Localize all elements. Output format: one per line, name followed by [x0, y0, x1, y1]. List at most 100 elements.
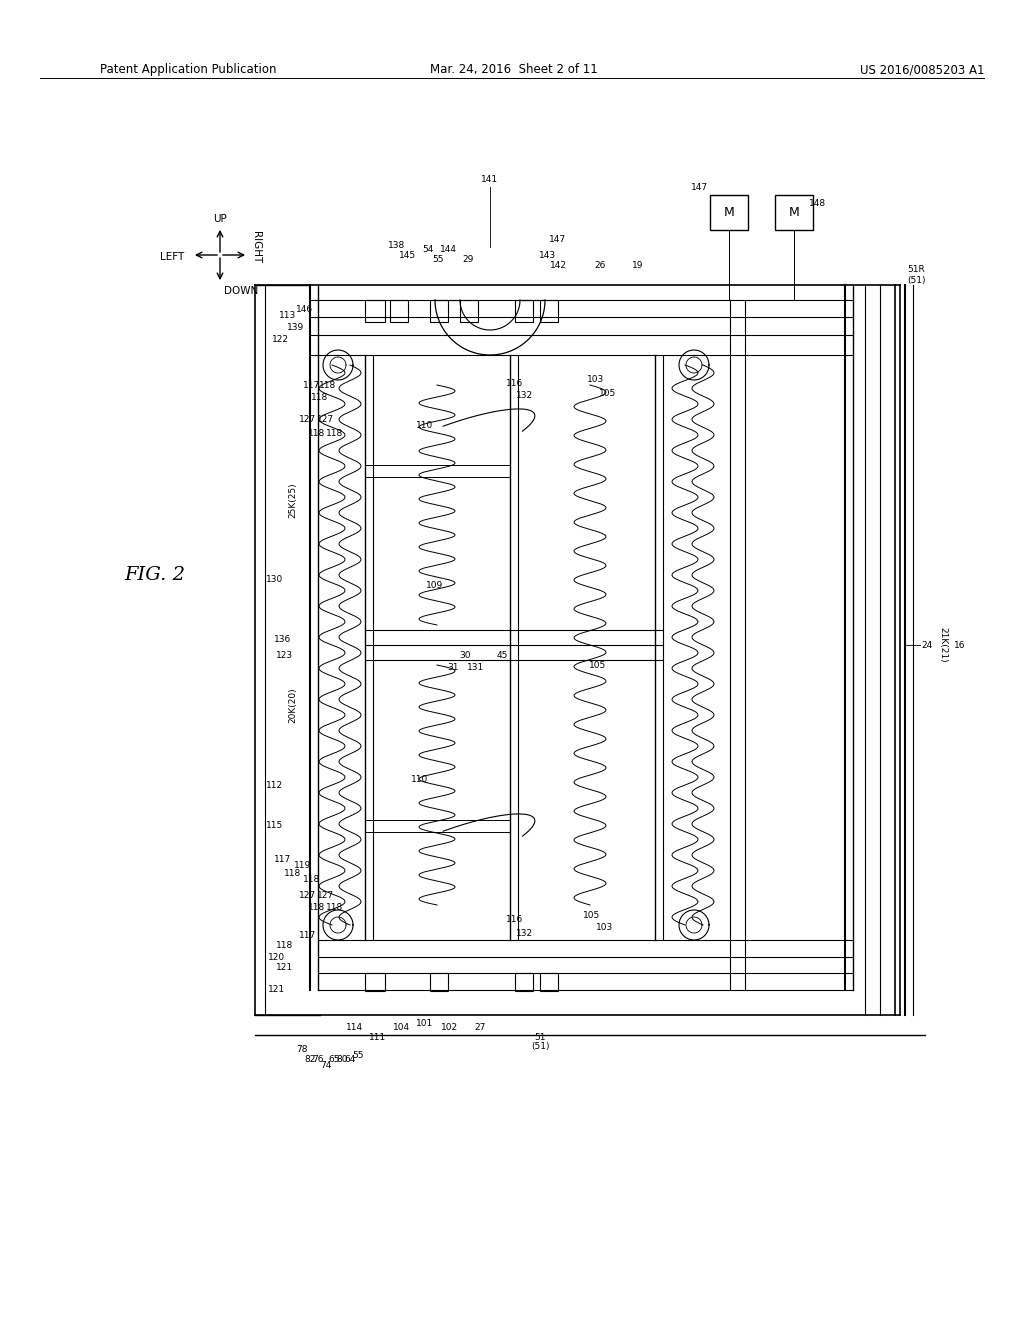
Text: 136: 136	[274, 635, 292, 644]
Text: 118: 118	[311, 392, 329, 401]
Text: 55: 55	[352, 1051, 364, 1060]
Bar	[540, 973, 558, 991]
Text: 147: 147	[550, 235, 566, 244]
Text: 139: 139	[288, 322, 304, 331]
Text: 118: 118	[308, 903, 326, 912]
Text: 104: 104	[393, 1023, 411, 1031]
Text: 117: 117	[303, 380, 321, 389]
Text: 147: 147	[691, 182, 709, 191]
Text: 116: 116	[507, 916, 523, 924]
Text: 105: 105	[599, 388, 616, 397]
Text: 25K(25): 25K(25)	[289, 482, 298, 517]
Text: 122: 122	[271, 335, 289, 345]
Text: 64: 64	[344, 1056, 355, 1064]
Text: 142: 142	[550, 260, 566, 269]
Text: 30: 30	[459, 651, 471, 660]
Bar	[430, 973, 449, 991]
Text: 111: 111	[370, 1032, 387, 1041]
Text: (51): (51)	[530, 1043, 549, 1052]
Text: 105: 105	[584, 911, 601, 920]
Text: FIG. 2: FIG. 2	[125, 566, 185, 583]
Text: 127: 127	[299, 891, 316, 899]
Text: 105: 105	[590, 660, 606, 669]
Text: 143: 143	[540, 251, 557, 260]
Text: LEFT: LEFT	[160, 252, 184, 261]
Bar	[430, 300, 449, 322]
Text: 146: 146	[296, 305, 313, 314]
Text: 103: 103	[596, 923, 613, 932]
Text: US 2016/0085203 A1: US 2016/0085203 A1	[859, 63, 984, 77]
Bar	[540, 300, 558, 322]
Text: 132: 132	[516, 391, 534, 400]
Text: 80: 80	[336, 1056, 348, 1064]
Text: RIGHT: RIGHT	[251, 231, 261, 263]
Text: 101: 101	[417, 1019, 433, 1027]
Text: 54: 54	[422, 246, 434, 255]
Text: 117: 117	[274, 855, 292, 865]
Text: M: M	[724, 206, 734, 219]
Text: 20K(20): 20K(20)	[289, 688, 298, 723]
Bar	[515, 300, 534, 322]
Text: 51R: 51R	[907, 265, 925, 275]
Bar	[365, 973, 385, 991]
Text: Patent Application Publication: Patent Application Publication	[100, 63, 276, 77]
Text: 118: 118	[327, 429, 344, 437]
Text: 119: 119	[294, 861, 311, 870]
Text: 103: 103	[588, 375, 604, 384]
Text: 118: 118	[276, 940, 294, 949]
Text: 141: 141	[481, 176, 499, 185]
Text: 127: 127	[317, 891, 335, 899]
Text: 118: 118	[319, 380, 337, 389]
Bar	[515, 973, 534, 991]
Text: 118: 118	[303, 875, 321, 884]
Text: (51): (51)	[907, 276, 926, 285]
Text: 31: 31	[447, 663, 459, 672]
Text: 110: 110	[412, 776, 429, 784]
Text: 130: 130	[266, 576, 284, 585]
Text: M: M	[788, 206, 800, 219]
Text: 148: 148	[809, 198, 826, 207]
Text: 102: 102	[441, 1023, 459, 1031]
Text: 78: 78	[296, 1045, 308, 1055]
Text: 131: 131	[467, 663, 484, 672]
Text: 21K(21): 21K(21)	[939, 627, 947, 663]
Text: 45: 45	[497, 651, 508, 660]
Text: 115: 115	[266, 821, 284, 829]
Text: 24: 24	[922, 640, 933, 649]
Text: 116: 116	[507, 379, 523, 388]
Text: 118: 118	[285, 869, 302, 878]
Text: 112: 112	[266, 780, 284, 789]
Text: 118: 118	[308, 429, 326, 437]
Text: 117: 117	[299, 931, 316, 940]
Text: 110: 110	[417, 421, 433, 429]
Text: 26: 26	[594, 260, 605, 269]
Text: 145: 145	[399, 251, 417, 260]
Text: 82: 82	[304, 1056, 315, 1064]
Text: 29: 29	[462, 256, 474, 264]
Text: 132: 132	[516, 928, 534, 937]
Text: 16: 16	[954, 640, 966, 649]
Bar	[365, 300, 385, 322]
Text: UP: UP	[213, 214, 227, 224]
Text: 55: 55	[432, 256, 443, 264]
Bar	[390, 300, 408, 322]
Text: 144: 144	[439, 246, 457, 255]
Text: 19: 19	[632, 260, 644, 269]
Text: DOWN: DOWN	[224, 286, 258, 296]
Text: 138: 138	[388, 240, 406, 249]
Text: 76: 76	[312, 1056, 324, 1064]
Text: 127: 127	[317, 416, 335, 425]
Bar	[460, 300, 478, 322]
Text: 123: 123	[276, 651, 294, 660]
Text: 65: 65	[329, 1056, 340, 1064]
Text: 27: 27	[474, 1023, 485, 1031]
Text: 120: 120	[268, 953, 286, 961]
Text: 114: 114	[346, 1023, 364, 1031]
Text: 127: 127	[299, 416, 316, 425]
Text: 51: 51	[535, 1032, 546, 1041]
Text: 121: 121	[276, 962, 294, 972]
Text: 109: 109	[426, 581, 443, 590]
Text: 118: 118	[327, 903, 344, 912]
Text: 113: 113	[280, 310, 297, 319]
Text: Mar. 24, 2016  Sheet 2 of 11: Mar. 24, 2016 Sheet 2 of 11	[430, 63, 598, 77]
